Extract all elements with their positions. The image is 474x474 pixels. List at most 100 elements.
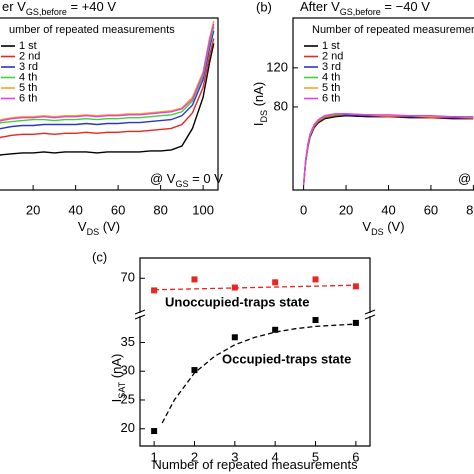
x-axis-label: VDS (V) — [78, 219, 120, 237]
legend-label: 1 st — [322, 40, 340, 52]
annotation-part: GS — [175, 179, 188, 189]
x-axis-label-part: V — [362, 219, 371, 234]
x-axis-label-part: DS — [371, 227, 384, 237]
series-line — [0, 20, 215, 121]
legend-label: 5 th — [19, 82, 37, 94]
annotation: Occupied-traps state — [222, 351, 351, 366]
series-line — [302, 113, 474, 186]
y-axis-label-part: I — [251, 123, 266, 127]
panel-label: (c) — [92, 249, 107, 264]
data-point — [231, 284, 238, 291]
data-point — [191, 367, 198, 374]
y-tick-label: 70 — [121, 270, 135, 285]
data-point — [312, 276, 319, 283]
x-axis-label-part: (V) — [384, 219, 405, 234]
data-point — [191, 276, 198, 283]
series-line — [0, 38, 215, 139]
x-tick-label: 5 — [312, 449, 319, 464]
data-point — [352, 319, 359, 326]
y-tick-label: 30 — [121, 363, 135, 378]
x-tick-label: 40 — [381, 202, 395, 217]
chart-title-part: = −40 V — [381, 0, 430, 14]
axis-break — [134, 309, 146, 320]
series-line — [302, 114, 474, 186]
annotation-part: @ — [458, 171, 471, 186]
fit-line — [154, 284, 356, 291]
y-tick-label: 120 — [266, 59, 288, 74]
chart-title: After VGS,before = −40 V — [300, 0, 430, 17]
legend-title: Number of repeated measurement — [312, 24, 474, 36]
series-line — [0, 26, 215, 124]
series-line — [0, 43, 215, 156]
x-tick-label: 40 — [68, 202, 82, 217]
legend-title: umber of repeated measurements — [9, 24, 175, 36]
x-tick-label: 4 — [272, 449, 279, 464]
series-line — [302, 113, 474, 186]
data-point — [272, 279, 279, 286]
series-line — [0, 30, 215, 130]
fit-line — [161, 323, 356, 424]
x-axis-label-part: Number of repeated measurements — [152, 457, 358, 472]
legend-label: 2 nd — [322, 50, 343, 62]
x-tick-label: 60 — [111, 202, 125, 217]
y-tick-label: 80 — [274, 98, 288, 113]
y-axis-label-part: I — [109, 399, 124, 403]
legend-label: 3 rd — [19, 61, 38, 73]
y-axis-label: ISAT (nA) — [109, 354, 127, 403]
x-tick-label: 80 — [466, 202, 474, 217]
x-tick-label: 3 — [231, 449, 238, 464]
chart-title-part: GS,before — [340, 7, 381, 17]
y-axis-label-part: (nA) — [109, 354, 124, 382]
chart-title-part: = +40 V — [67, 0, 116, 14]
annotation: @ — [458, 171, 471, 186]
y-tick-label: 35 — [121, 334, 135, 349]
annotation-part: = 0 V — [189, 171, 224, 186]
legend-label: 3 rd — [322, 61, 341, 73]
x-axis-label-part: V — [78, 219, 87, 234]
series-line — [302, 114, 474, 186]
chart-title: er VGS,before = +40 V — [2, 0, 116, 17]
chart-title-part: GS,before — [26, 7, 67, 17]
legend-label: 2 nd — [19, 50, 40, 62]
x-axis-label: VDS (V) — [362, 219, 404, 237]
y-axis-label: IDS (nA) — [251, 82, 269, 126]
data-point — [151, 428, 158, 435]
x-axis-label: Number of repeated measurements — [152, 457, 358, 472]
legend-label: 4 th — [19, 71, 37, 83]
plot-frame — [292, 17, 474, 191]
data-point — [231, 334, 238, 341]
plot-frame — [0, 17, 219, 191]
y-tick-label: 20 — [121, 420, 135, 435]
y-axis-label-part: (nA) — [251, 82, 266, 110]
x-tick-label: 6 — [352, 449, 359, 464]
x-axis-label-part: (V) — [99, 219, 120, 234]
series-line — [0, 23, 215, 122]
x-tick-label: 100 — [192, 202, 214, 217]
x-tick-label: 2 — [191, 449, 198, 464]
legend-label: 4 th — [322, 71, 340, 83]
data-point — [312, 317, 319, 324]
y-axis-label-part: DS — [259, 110, 269, 123]
annotation-part: @ V — [150, 171, 176, 186]
x-axis-label-part: DS — [87, 227, 100, 237]
series-line — [302, 113, 474, 186]
legend-label: 6 th — [19, 92, 37, 104]
x-tick-label: 20 — [339, 202, 353, 217]
legend-label: 6 th — [322, 92, 340, 104]
x-tick-label: 20 — [26, 202, 40, 217]
legend-label: 5 th — [322, 82, 340, 94]
data-point — [272, 326, 279, 333]
plot-frame — [139, 257, 371, 447]
panel-label: (b) — [256, 0, 272, 14]
legend-label: 1 st — [19, 40, 37, 52]
y-tick-label: 25 — [121, 391, 135, 406]
x-tick-label: 60 — [424, 202, 438, 217]
data-point — [151, 287, 158, 294]
y-axis-label-part: SAT — [117, 381, 127, 398]
series-line — [302, 114, 474, 186]
annotation: @ VGS = 0 V — [150, 171, 223, 189]
data-point — [352, 283, 359, 290]
chart-title-part: er V — [2, 0, 26, 14]
annotation: Unoccupied-traps state — [165, 294, 309, 309]
